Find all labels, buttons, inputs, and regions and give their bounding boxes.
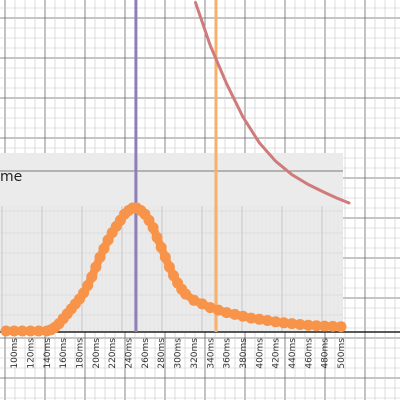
distribution-point — [86, 271, 98, 283]
x-tick-label: 500ms — [337, 338, 347, 369]
distribution-point — [294, 319, 306, 330]
distribution-point — [94, 251, 106, 263]
distribution-point — [311, 320, 322, 332]
x-tick-label: 360ms — [223, 338, 233, 369]
decay-curve-series — [194, 1, 351, 205]
x-tick-label: 240ms — [125, 338, 135, 369]
distribution-point — [261, 315, 273, 326]
partial-title-text: me — [0, 169, 22, 185]
x-tick-label: 480ms — [321, 338, 331, 369]
distribution-point — [237, 310, 249, 322]
distribution-point — [147, 222, 159, 234]
distribution-point — [155, 241, 167, 253]
distribution-point — [319, 320, 331, 332]
x-tick-label: 380ms — [239, 338, 249, 369]
distribution-point — [188, 294, 200, 306]
distribution-point — [8, 325, 20, 337]
x-tick-labels: 100ms 120ms 140ms 160ms 180ms 200ms 220ms 240ms… — [10, 338, 347, 369]
x-tick-label: 120ms — [27, 338, 37, 369]
distribution-point — [286, 318, 298, 330]
x-tick-label: 460ms — [304, 338, 314, 369]
distribution-point — [98, 243, 110, 255]
distribution-point — [82, 280, 94, 291]
x-tick-label: 400ms — [255, 338, 265, 369]
distribution-point — [180, 288, 192, 300]
distribution-point — [151, 232, 163, 243]
distribution-point — [25, 325, 36, 337]
distribution-point — [327, 320, 339, 332]
distribution-point — [335, 321, 347, 333]
x-tick-label: 260ms — [141, 338, 151, 369]
distribution-point — [221, 307, 233, 319]
distribution-point — [196, 298, 208, 310]
x-tick-label: 180ms — [76, 338, 86, 369]
x-tick-label: 140ms — [43, 338, 53, 369]
x-tick-label: 320ms — [190, 338, 200, 369]
distribution-series — [0, 202, 347, 337]
distribution-point — [33, 325, 45, 337]
distribution-point — [245, 312, 257, 324]
distribution-point — [163, 261, 175, 273]
distribution-point — [278, 317, 290, 329]
x-tick-label: 100ms — [10, 338, 20, 369]
x-tick-label: 200ms — [92, 338, 102, 369]
x-tick-label: 420ms — [272, 338, 282, 369]
x-tick-label: 340ms — [206, 338, 216, 369]
distribution-point — [159, 251, 171, 263]
distribution-point — [270, 316, 282, 328]
x-tick-label: 440ms — [288, 338, 298, 369]
x-tick-label: 280ms — [157, 338, 167, 369]
distribution-point — [16, 325, 28, 337]
x-tick-label: 220ms — [108, 338, 118, 369]
distribution-point — [0, 325, 12, 337]
inset-panel-background — [0, 153, 343, 332]
distribution-point — [302, 319, 314, 331]
x-tick-label: 160ms — [59, 338, 69, 369]
distribution-point — [253, 313, 265, 325]
distribution-point — [90, 261, 102, 273]
x-tick-label: 300ms — [174, 338, 184, 369]
decay-curve-line — [194, 1, 351, 205]
